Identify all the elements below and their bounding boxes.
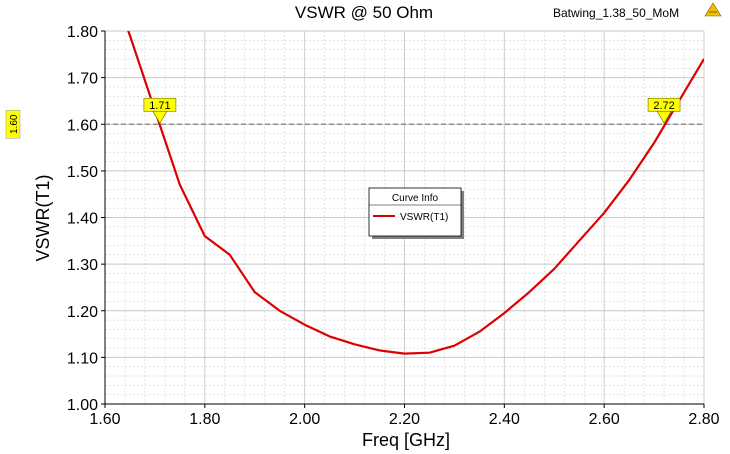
ansys-logo-icon xyxy=(704,2,722,17)
marker-1-71[interactable]: 1.71 xyxy=(143,97,177,124)
marker-label-box xyxy=(647,97,681,112)
x-tick-label: 2.00 xyxy=(289,411,320,428)
x-axis-label: Freq [GHz] xyxy=(362,430,450,450)
legend-title: Curve Info xyxy=(392,193,439,204)
y-tick-label: 1.70 xyxy=(67,71,98,88)
y-tick-label: 1.00 xyxy=(67,397,98,414)
x-tick-label: 1.80 xyxy=(189,411,220,428)
y-tick-label: 1.60 xyxy=(67,117,98,134)
legend-entry: VSWR(T1) xyxy=(400,212,448,223)
marker-label-box xyxy=(143,97,177,112)
x-tick-label: 1.60 xyxy=(89,411,120,428)
y-tick-label: 1.10 xyxy=(67,350,98,367)
reference-line-label-box xyxy=(5,110,21,139)
y-axis-label: VSWR(T1) xyxy=(33,175,53,262)
marker-label: 2.72 xyxy=(653,100,674,112)
x-tick-label: 2.80 xyxy=(688,411,719,428)
y-tick-label: 1.30 xyxy=(67,257,98,274)
x-tick-label: 2.40 xyxy=(489,411,520,428)
reference-line-label: 1.60 xyxy=(9,114,20,134)
y-tick-label: 1.20 xyxy=(67,304,98,321)
x-tick-label: 2.60 xyxy=(589,411,620,428)
y-tick-label: 1.80 xyxy=(67,24,98,41)
x-tick-label: 2.20 xyxy=(389,411,420,428)
y-tick-label: 1.50 xyxy=(67,164,98,181)
y-tick-label: 1.40 xyxy=(67,211,98,228)
series-line-vswr-t1 xyxy=(127,31,704,355)
legend-box[interactable] xyxy=(368,187,462,237)
marker-2-72[interactable]: 2.72 xyxy=(647,97,681,124)
chart-title: VSWR @ 50 Ohm xyxy=(295,3,433,22)
marker-label: 1.71 xyxy=(149,100,170,112)
design-name-label: Batwing_1.38_50_MoM xyxy=(553,6,679,20)
